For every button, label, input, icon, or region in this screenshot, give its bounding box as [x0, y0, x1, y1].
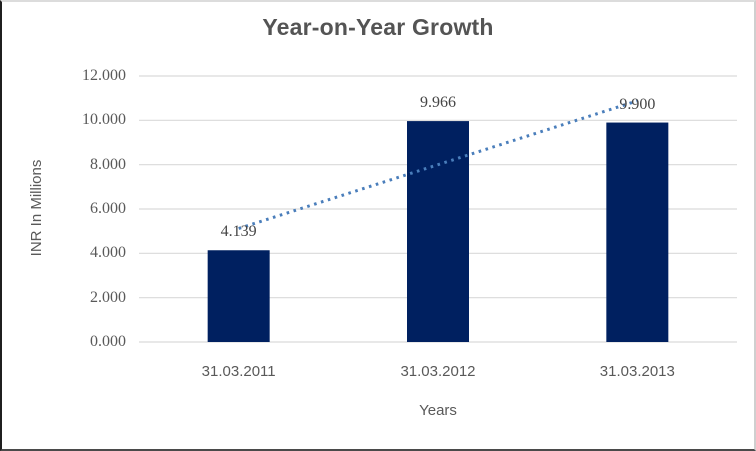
y-tick-label: 6.000 — [90, 200, 126, 217]
trendline — [238, 99, 638, 230]
y-tick-label: 4.000 — [90, 244, 126, 262]
y-tick-label: 12.000 — [82, 67, 126, 84]
bar-data-label: 4.139 — [220, 223, 257, 241]
x-category-label: 31.03.2012 — [400, 363, 476, 380]
bar — [207, 250, 270, 342]
bar — [407, 121, 469, 342]
bar-data-label: 9.966 — [420, 94, 456, 112]
chart-title: Year-on-Year Growth — [262, 14, 494, 40]
bar — [606, 122, 669, 342]
y-tick-label: 2.000 — [90, 288, 126, 306]
y-tick-label: 0.000 — [90, 333, 126, 350]
x-category-label: 31.03.2013 — [599, 363, 675, 380]
y-tick-label: 10.000 — [82, 111, 126, 129]
bar-data-label: 9.900 — [619, 95, 656, 113]
y-tick-label: 8.000 — [90, 155, 126, 173]
x-axis-title: Years — [419, 402, 457, 419]
x-category-label: 31.03.2011 — [201, 363, 276, 380]
